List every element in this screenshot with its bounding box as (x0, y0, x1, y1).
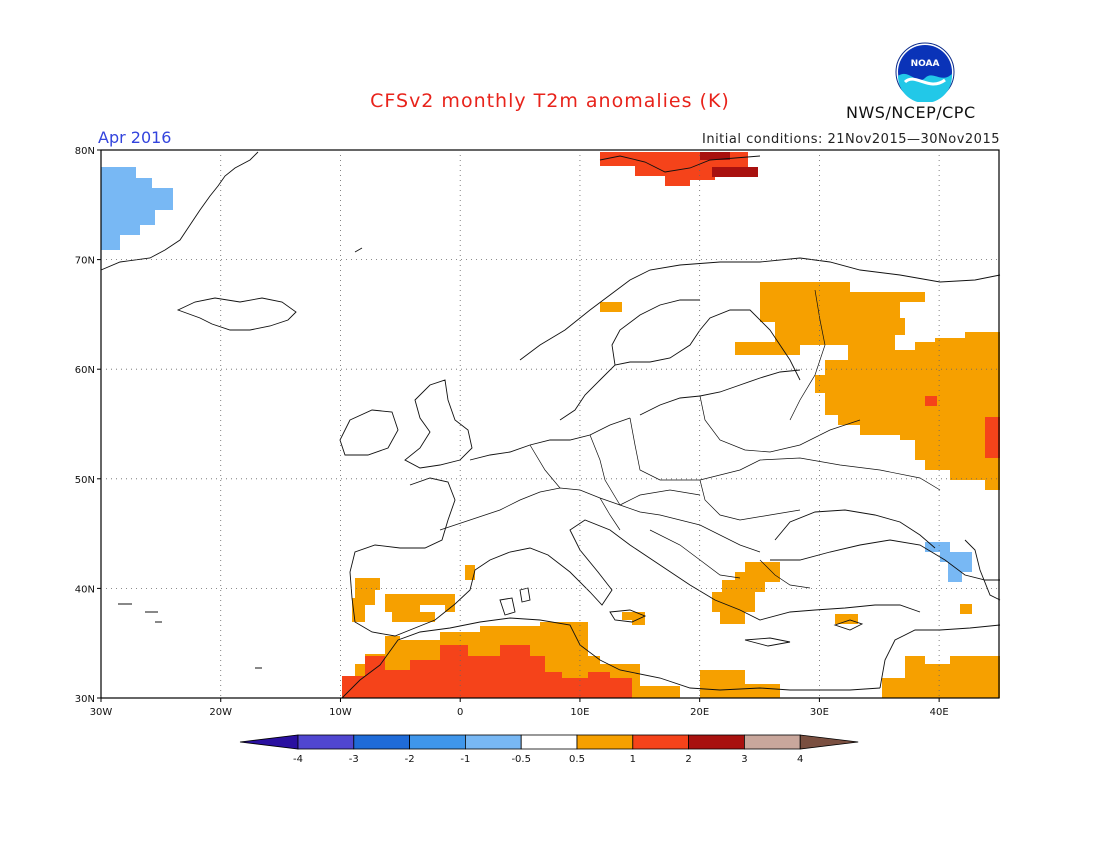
anomaly-region-turkey-east (960, 604, 972, 614)
anomaly-region-caucasus (925, 542, 972, 582)
noaa-logo-icon: NOAA (895, 42, 955, 102)
anomaly-region-greenland (101, 167, 173, 250)
colorbar-segment (688, 734, 745, 750)
lon-tick-label: 20E (690, 707, 709, 718)
lon-tick-label: 10E (570, 707, 589, 718)
colorbar-low-arrow (239, 734, 299, 750)
colorbar-high-arrow (799, 734, 859, 750)
colorbar-label: -3 (349, 754, 359, 765)
anomaly-region-norway-coast (600, 302, 622, 312)
colorbar-segment (353, 734, 410, 750)
forecast-month-label: Apr 2016 (98, 128, 172, 147)
lat-tick-label: 40N (75, 584, 95, 595)
colorbar-label: -4 (293, 754, 303, 765)
colorbar-label: 3 (741, 754, 747, 765)
anomaly-region-north-africa-warm (342, 645, 632, 698)
colorbar: -4 -3 -2 -1 -0.5 0.5 1 2 3 4 (239, 734, 859, 765)
lon-tick-label: 20W (209, 707, 232, 718)
lat-tick-label: 80N (75, 146, 95, 157)
anomaly-region-russia-warm (925, 396, 1000, 458)
axis-ticks: 30W 20W 10W 0 10E 20E 30E 40E 30N 40N 50N 60N 70N 80N (75, 146, 949, 718)
colorbar-label: -2 (405, 754, 415, 765)
lat-tick-label: 50N (75, 475, 95, 486)
colorbar-segment (409, 734, 466, 750)
anomaly-region-sicily (622, 612, 645, 625)
colorbar-segment (464, 734, 522, 750)
colorbar-segment (744, 734, 801, 750)
initial-conditions-label: Initial conditions: 21Nov2015—30Nov2015 (702, 132, 1000, 147)
logo-text: NOAA (911, 59, 940, 69)
colorbar-label: -1 (460, 754, 470, 765)
map-frame (100, 149, 1000, 699)
colorbar-segment (297, 734, 355, 750)
coastlines (100, 151, 1001, 699)
anomaly-region-middle-east (882, 656, 1000, 698)
colorbar-label: 2 (685, 754, 691, 765)
colorbar-label: 0.5 (569, 754, 585, 765)
anomaly-region-spain (385, 594, 455, 622)
anomaly-region-portugal (352, 578, 380, 622)
lat-tick-label: 70N (75, 256, 95, 267)
colorbar-segment (520, 734, 578, 750)
anomaly-region-libya-egypt (700, 670, 780, 698)
anomaly-region-cyprus (835, 614, 858, 624)
lon-tick-label: 30W (90, 707, 113, 718)
lat-tick-label: 30N (75, 694, 95, 705)
lon-tick-label: 30E (810, 707, 829, 718)
chart-title: CFSv2 monthly T2m anomalies (K) (370, 90, 730, 112)
anomaly-region-svalbard-warm (700, 152, 758, 177)
anomaly-region-greece (712, 562, 780, 624)
colorbar-label: -0.5 (511, 754, 531, 765)
colorbar-label: 1 (630, 754, 636, 765)
lat-tick-label: 60N (75, 365, 95, 376)
anomaly-region-corsica (465, 565, 475, 580)
agency-label: NWS/NCEP/CPC (846, 103, 976, 122)
lon-tick-label: 0 (457, 707, 463, 718)
colorbar-segment (576, 734, 634, 750)
lon-tick-label: 40E (930, 707, 949, 718)
colorbar-segment (632, 734, 689, 750)
anomaly-shading (101, 152, 1000, 698)
colorbar-label: 4 (797, 754, 803, 765)
anomaly-region-northwest-russia (735, 282, 1000, 490)
lon-tick-label: 10W (329, 707, 352, 718)
